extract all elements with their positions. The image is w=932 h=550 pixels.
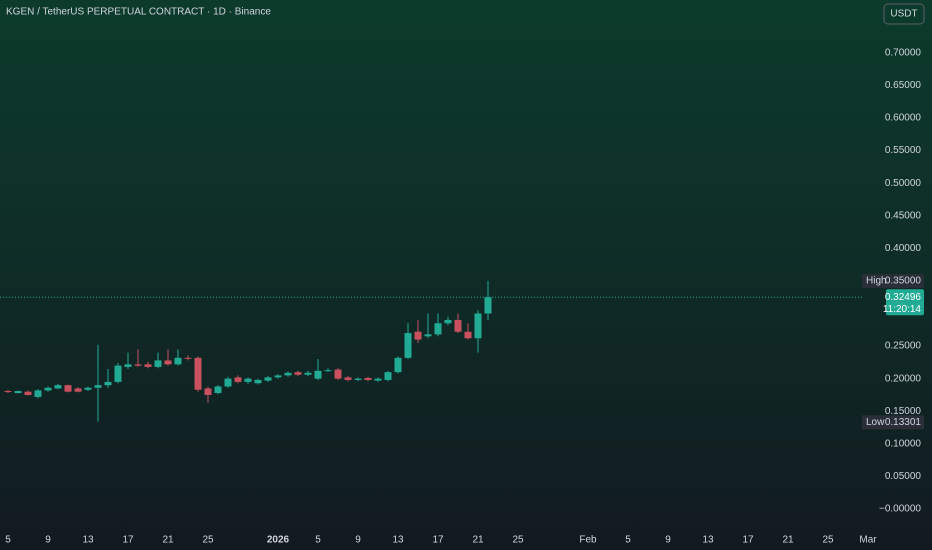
candle-body [434, 323, 442, 335]
high-marker-value: 0.35000 [885, 276, 922, 287]
candle-body [454, 320, 462, 332]
candle-body [484, 297, 492, 314]
candle-body [304, 372, 312, 375]
candle-body [424, 334, 432, 337]
candle-body [254, 379, 262, 384]
candle-body [374, 378, 382, 381]
candle-body [334, 369, 342, 379]
high-marker-box [862, 273, 924, 288]
currency-button[interactable] [883, 3, 925, 25]
candle-body [134, 364, 142, 366]
y-tick-label: −0.00000 [879, 504, 921, 515]
candle-body [444, 320, 452, 324]
candle-body [274, 375, 282, 378]
candle-body [174, 357, 182, 365]
candle-body [24, 391, 32, 395]
candle-body [384, 372, 392, 380]
candle-body [234, 377, 242, 382]
low-marker-box [862, 415, 924, 430]
x-tick-label: 25 [512, 535, 524, 546]
candle-body [314, 370, 322, 379]
x-tick-label: 25 [822, 535, 834, 546]
candle-body [464, 331, 472, 339]
x-tick-label: Mar [859, 535, 877, 546]
candle-body [344, 377, 352, 380]
x-tick-label: Feb [579, 535, 597, 546]
currency-button-label[interactable]: USDT [890, 9, 917, 20]
candle-body [224, 378, 232, 387]
low-marker-name: Low [866, 417, 885, 428]
x-tick-label: 17 [742, 535, 754, 546]
candle-body [364, 378, 372, 380]
y-tick-label: 0.20000 [885, 373, 922, 384]
y-tick-label: 0.65000 [885, 80, 922, 91]
candle-body [34, 390, 42, 397]
candle-body [84, 387, 92, 390]
x-tick-label: 5 [625, 535, 631, 546]
high-marker-name: High [866, 276, 887, 287]
x-tick-label: 5 [315, 535, 321, 546]
candle-body [124, 364, 132, 367]
x-tick-label: 13 [392, 535, 404, 546]
candle-body [324, 370, 332, 372]
x-tick-label: 21 [782, 535, 794, 546]
x-tick-label: 9 [45, 535, 51, 546]
candle-body [4, 391, 12, 393]
y-tick-label: 0.45000 [885, 210, 922, 221]
last-price-box [886, 289, 924, 316]
candle-body [394, 357, 402, 373]
x-tick-label: 5 [5, 535, 11, 546]
x-tick-label: 17 [122, 535, 134, 546]
candle-body [14, 391, 22, 394]
candle-body [44, 387, 52, 391]
candle-body [474, 313, 482, 339]
candle-body [214, 386, 222, 394]
candle-body [144, 364, 152, 367]
candle-body [184, 357, 192, 359]
x-tick-label: 13 [702, 535, 714, 546]
candle-body [164, 360, 172, 365]
x-tick-label: 9 [665, 535, 671, 546]
x-tick-label: 17 [432, 535, 444, 546]
candle-body [284, 372, 292, 376]
candle-body [54, 385, 62, 389]
candle-body [64, 385, 72, 392]
candle-body [154, 360, 162, 367]
candle-body [74, 388, 82, 392]
countdown: 11:20:14 [883, 304, 922, 315]
y-tick-label: 0.40000 [885, 243, 922, 254]
x-tick-label: 13 [82, 535, 94, 546]
candle-body [94, 385, 102, 388]
y-tick-label: 0.05000 [885, 471, 922, 482]
candle-body [194, 357, 202, 390]
y-tick-label: 0.70000 [885, 47, 922, 58]
candle-body [264, 377, 272, 381]
candle-body [404, 333, 412, 358]
y-tick-label: 0.50000 [885, 178, 922, 189]
x-tick-label: 9 [355, 535, 361, 546]
low-marker-value: 0.13301 [885, 417, 922, 428]
y-tick-label: 0.15000 [885, 406, 922, 417]
x-tick-label: 21 [162, 535, 174, 546]
x-tick-label: 25 [202, 535, 214, 546]
y-tick-label: 0.10000 [885, 438, 922, 449]
candle-body [114, 365, 122, 382]
x-tick-label: 21 [472, 535, 484, 546]
x-tick-label: 2026 [267, 535, 290, 546]
candle-body [354, 378, 362, 380]
candle-body [414, 331, 422, 340]
candle-body [104, 381, 112, 386]
candle-body [244, 378, 252, 382]
y-tick-label: 0.25000 [885, 341, 922, 352]
y-tick-label: 0.55000 [885, 145, 922, 156]
y-tick-label: 0.60000 [885, 113, 922, 124]
candle-body [294, 372, 302, 375]
chart-title: KGEN / TetherUS PERPETUAL CONTRACT · 1D … [6, 7, 271, 18]
last-price-value: 0.32496 [885, 292, 922, 303]
candle-body [204, 388, 212, 395]
